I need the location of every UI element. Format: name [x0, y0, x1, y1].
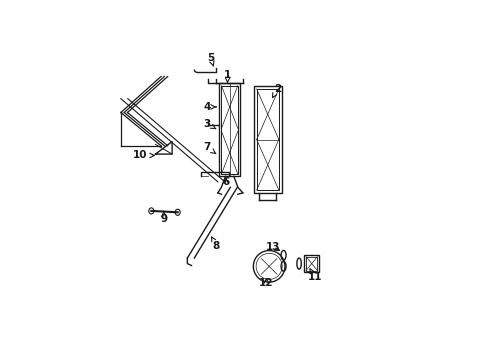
Bar: [254, 86, 282, 193]
Text: 8: 8: [212, 237, 220, 251]
Text: 11: 11: [308, 269, 322, 283]
Text: 7: 7: [203, 142, 216, 154]
Bar: [306, 257, 318, 270]
Text: 9: 9: [160, 211, 168, 224]
Text: 10: 10: [133, 150, 154, 161]
Bar: [304, 255, 319, 273]
Text: 1: 1: [224, 70, 231, 83]
Bar: [221, 86, 238, 174]
Text: 2: 2: [272, 84, 281, 98]
Text: 12: 12: [259, 278, 273, 288]
Text: 6: 6: [222, 177, 230, 187]
Bar: [219, 84, 240, 176]
Text: 3: 3: [203, 118, 216, 129]
Text: 5: 5: [207, 53, 215, 66]
Text: 13: 13: [266, 242, 281, 252]
Text: 4: 4: [203, 102, 216, 112]
Bar: [257, 89, 279, 190]
